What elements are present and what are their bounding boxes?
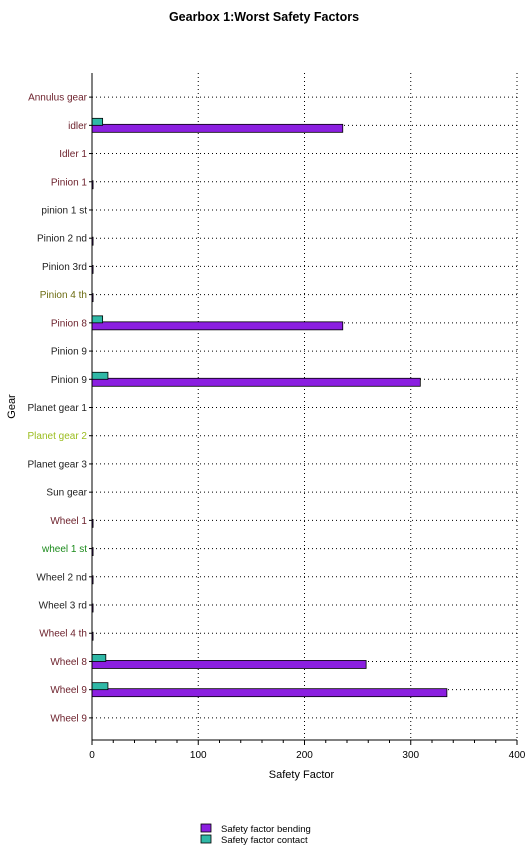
bar-bending <box>91 123 344 133</box>
category-label: Pinion 9 <box>51 347 88 358</box>
category-label: Pinion 3rd <box>42 262 87 273</box>
category-label: Planet gear 3 <box>28 459 88 470</box>
x-tick-label: 400 <box>509 750 526 761</box>
category-label: Planet gear 1 <box>28 403 88 414</box>
axes <box>89 73 518 745</box>
bar-contact <box>91 654 107 662</box>
category-label: Wheel 9 <box>50 685 87 696</box>
category-label: Planet gear 2 <box>28 431 88 442</box>
bar-contact <box>91 371 109 380</box>
x-tick-label: 300 <box>402 750 419 761</box>
category-label: Pinion 9 <box>51 375 88 386</box>
bar-bending <box>91 660 367 669</box>
category-label: Pinion 8 <box>51 318 88 329</box>
category-label: Wheel 3 rd <box>39 601 87 612</box>
bar-bending <box>91 688 448 698</box>
category-label: Annulus gear <box>28 93 88 104</box>
category-label: Pinion 4 th <box>40 290 87 301</box>
category-label: Wheel 2 nd <box>36 572 87 583</box>
chart-title: Gearbox 1:Worst Safety Factors <box>169 10 359 24</box>
category-label: idler <box>68 121 88 132</box>
category-label: wheel 1 st <box>41 544 87 555</box>
bar-contact <box>91 315 104 324</box>
legend-swatch <box>200 823 212 833</box>
x-tick-labels: 0 100 200 300 400 <box>89 750 526 761</box>
category-label: Wheel 8 <box>50 657 87 668</box>
x-tick-label: 100 <box>190 750 207 761</box>
legend-swatch <box>200 834 212 844</box>
legend-label: Safety factor bending <box>221 824 311 835</box>
category-label: Sun gear <box>46 488 87 499</box>
grid <box>92 73 518 740</box>
x-tick-label: 200 <box>296 750 313 761</box>
category-label: Wheel 1 <box>50 516 87 527</box>
bar-contact <box>91 117 104 126</box>
legend-label: Safety factor contact <box>221 835 308 846</box>
x-tick-label: 0 <box>89 750 95 761</box>
x-axis-title: Safety Factor <box>269 769 335 781</box>
bars <box>91 117 448 698</box>
category-label: Pinion 2 nd <box>37 234 87 245</box>
category-label: pinion 1 st <box>41 205 87 216</box>
bar-bending <box>91 321 344 331</box>
category-label: Wheel 4 th <box>39 629 87 640</box>
y-axis-title: Gear <box>6 394 18 419</box>
category-label: Pinion 1 <box>51 177 88 188</box>
category-label: Wheel 9 <box>50 713 87 724</box>
category-label: Idler 1 <box>59 149 87 160</box>
bar-bending <box>91 377 421 387</box>
category-labels: Annulus gear idler Idler 1 Pinion 1 pinion 1… <box>28 93 88 725</box>
bar-contact <box>91 682 109 691</box>
